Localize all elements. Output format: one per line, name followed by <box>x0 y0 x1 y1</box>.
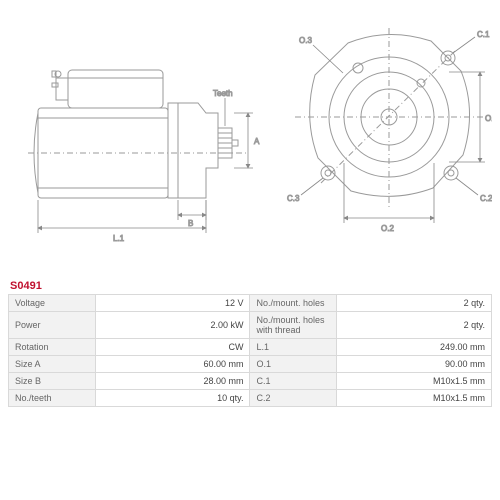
spec-value: 28.00 mm <box>95 373 250 390</box>
spec-label: Rotation <box>9 339 96 356</box>
spec-row: Size A60.00 mmO.190.00 mm <box>9 356 492 373</box>
spec-value: 90.00 mm <box>337 356 492 373</box>
spec-value: 12 V <box>95 295 250 312</box>
spec-value: M10x1.5 mm <box>337 373 492 390</box>
spec-row: Voltage12 VNo./mount. holes2 qty. <box>9 295 492 312</box>
dim-c1: C.1 <box>477 30 490 39</box>
spec-row: RotationCWL.1249.00 mm <box>9 339 492 356</box>
dim-o2: O.2 <box>381 224 394 233</box>
spec-label: Power <box>9 312 96 339</box>
spec-value: CW <box>95 339 250 356</box>
spec-label: Size B <box>9 373 96 390</box>
spec-value: 2 qty. <box>337 295 492 312</box>
spec-value: 60.00 mm <box>95 356 250 373</box>
dim-o1: O.1 <box>485 114 492 123</box>
spec-label: C.2 <box>250 390 337 407</box>
spec-label: Size A <box>9 356 96 373</box>
spec-sheet: L.1 B A Teeth <box>0 0 500 500</box>
spec-row: Size B28.00 mmC.1M10x1.5 mm <box>9 373 492 390</box>
spec-value: 2.00 kW <box>95 312 250 339</box>
spec-label: No./mount. holes <box>250 295 337 312</box>
spec-value: 249.00 mm <box>337 339 492 356</box>
dim-l1: L.1 <box>113 234 125 243</box>
dim-a: A <box>254 137 260 146</box>
spec-value: 2 qty. <box>337 312 492 339</box>
spec-table: Voltage12 VNo./mount. holes2 qty.Power2.… <box>8 294 492 407</box>
spec-label: C.1 <box>250 373 337 390</box>
spec-label: No./mount. holes with thread <box>250 312 337 339</box>
dim-c2: C.2 <box>480 194 492 203</box>
spec-row: Power2.00 kWNo./mount. holes with thread… <box>9 312 492 339</box>
spec-label: O.1 <box>250 356 337 373</box>
spec-label: L.1 <box>250 339 337 356</box>
dim-b: B <box>188 219 193 228</box>
spec-value: 10 qty. <box>95 390 250 407</box>
dim-o3: O.3 <box>299 36 312 45</box>
part-number: S0491 <box>10 280 492 292</box>
dim-c3: C.3 <box>287 194 300 203</box>
spec-value: M10x1.5 mm <box>337 390 492 407</box>
spec-label: No./teeth <box>9 390 96 407</box>
technical-drawings: L.1 B A Teeth <box>8 8 492 278</box>
spec-row: No./teeth10 qty.C.2M10x1.5 mm <box>9 390 492 407</box>
front-view: O.1 O.2 O.3 C.1 C.2 C.3 <box>287 28 492 233</box>
drawing-svg: L.1 B A Teeth <box>8 8 492 278</box>
dim-teeth: Teeth <box>213 89 233 98</box>
spec-label: Voltage <box>9 295 96 312</box>
